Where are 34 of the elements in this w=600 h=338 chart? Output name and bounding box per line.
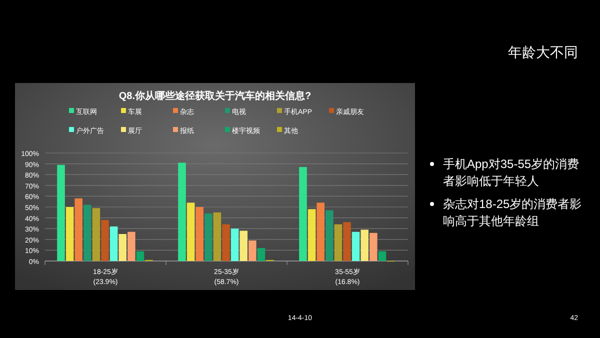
bar <box>326 210 334 261</box>
bar <box>118 234 126 261</box>
bar <box>136 251 144 261</box>
bar <box>257 248 266 261</box>
bar <box>334 224 342 261</box>
bar <box>352 232 360 261</box>
bar <box>213 212 222 261</box>
bar <box>248 240 256 261</box>
bar <box>360 230 368 261</box>
bar <box>222 224 230 261</box>
chart-title: Q8.你从哪些途径获取关于汽车的相关信息? <box>118 90 312 102</box>
bar <box>230 228 239 261</box>
bar <box>343 222 351 261</box>
bar <box>378 251 386 261</box>
bar <box>204 213 212 261</box>
bar <box>66 207 74 261</box>
bar <box>128 232 136 261</box>
bar <box>92 208 100 261</box>
text: 手机App对35-55岁的消费者影响低于年轻人 <box>443 157 580 188</box>
bar <box>308 209 316 261</box>
bar <box>316 202 324 261</box>
text: 杂志对18-25岁的消费者影响高于其他年龄组 <box>443 197 582 228</box>
bar <box>74 198 82 261</box>
text: 年龄大不同 <box>508 44 578 60</box>
bar <box>57 164 65 261</box>
bar <box>196 207 204 261</box>
bar <box>101 220 109 261</box>
bar <box>110 226 118 261</box>
bar <box>84 204 92 261</box>
bar <box>240 230 248 261</box>
bar <box>178 162 186 261</box>
bar <box>370 232 378 261</box>
bar <box>299 167 307 261</box>
bar <box>186 202 195 261</box>
